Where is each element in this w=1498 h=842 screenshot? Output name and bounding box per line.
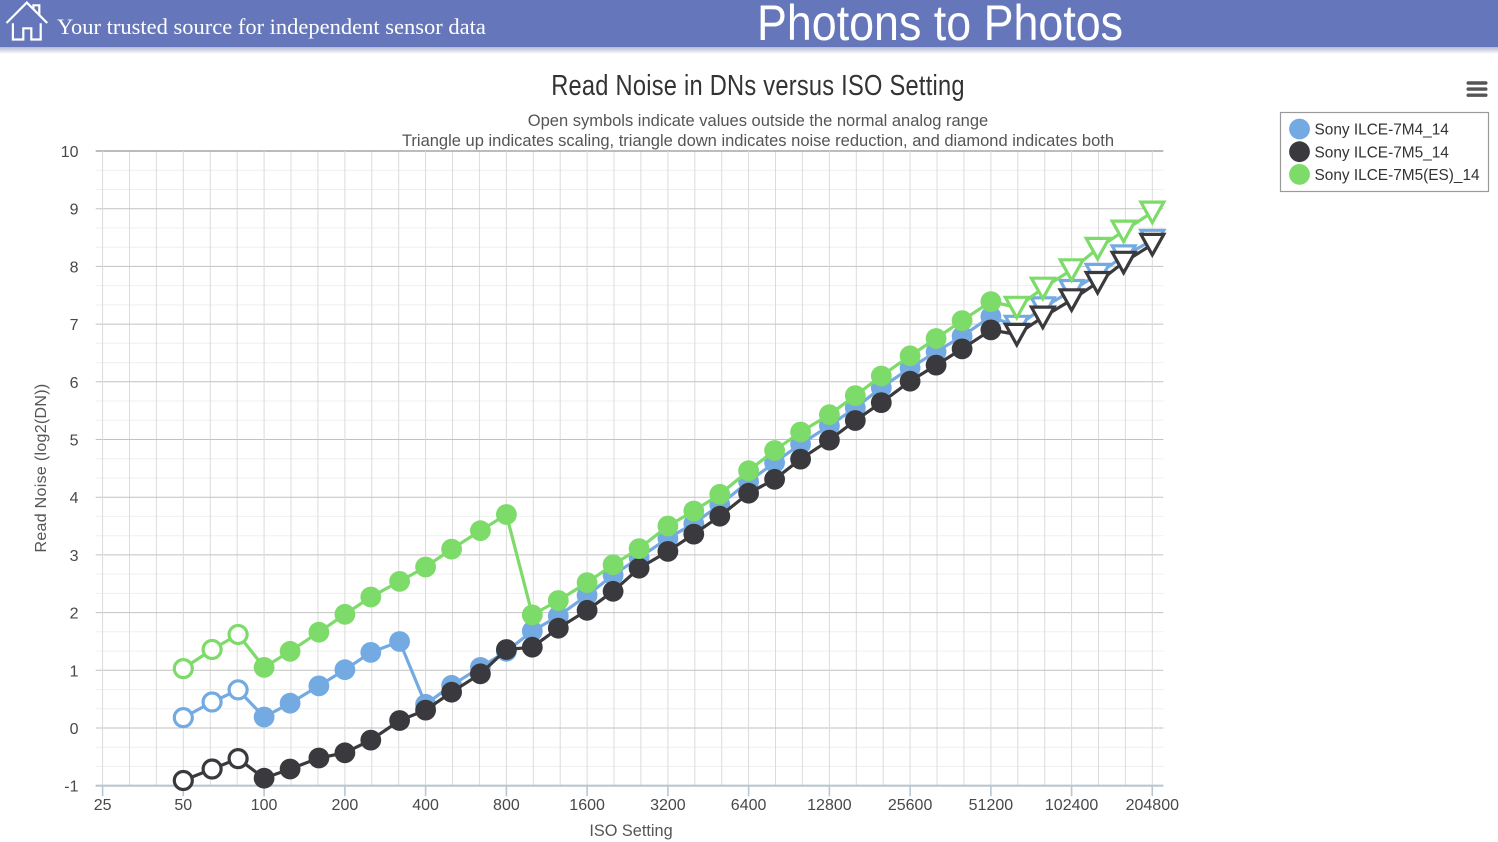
svg-text:25: 25	[94, 797, 112, 814]
svg-text:200: 200	[332, 797, 359, 814]
svg-text:50: 50	[174, 797, 192, 814]
svg-text:7: 7	[70, 317, 79, 334]
svg-text:400: 400	[412, 797, 439, 814]
svg-text:Sony ILCE-7M4_14: Sony ILCE-7M4_14	[1315, 122, 1450, 139]
svg-text:5: 5	[70, 433, 79, 450]
svg-text:Sony ILCE-7M5_14: Sony ILCE-7M5_14	[1315, 144, 1450, 161]
svg-text:Sony ILCE-7M5(ES)_14: Sony ILCE-7M5(ES)_14	[1315, 167, 1481, 184]
svg-text:1: 1	[70, 663, 79, 680]
svg-text:25600: 25600	[888, 797, 933, 814]
svg-text:204800: 204800	[1126, 797, 1179, 814]
svg-text:12800: 12800	[807, 797, 852, 814]
svg-text:800: 800	[493, 797, 520, 814]
svg-text:6: 6	[70, 375, 79, 392]
svg-text:ISO Setting: ISO Setting	[589, 822, 672, 840]
svg-text:6400: 6400	[731, 797, 767, 814]
svg-text:4: 4	[70, 490, 79, 507]
svg-text:Read Noise (log2(DN)): Read Noise (log2(DN))	[33, 383, 50, 552]
svg-text:3200: 3200	[650, 797, 686, 814]
svg-text:8: 8	[70, 259, 79, 276]
svg-text:3: 3	[70, 548, 79, 565]
svg-text:100: 100	[251, 797, 278, 814]
svg-text:Open symbols indicate values o: Open symbols indicate values outside the…	[528, 112, 988, 130]
svg-text:9: 9	[70, 202, 79, 219]
svg-text:102400: 102400	[1045, 797, 1098, 814]
svg-text:Read Noise in DNs versus ISO S: Read Noise in DNs versus ISO Setting	[551, 69, 965, 102]
svg-text:-1: -1	[64, 779, 78, 796]
svg-text:Triangle up indicates scaling,: Triangle up indicates scaling, triangle …	[402, 132, 1114, 150]
svg-text:10: 10	[61, 144, 79, 161]
svg-text:0: 0	[70, 721, 79, 738]
svg-text:2: 2	[70, 606, 79, 623]
svg-text:1600: 1600	[569, 797, 605, 814]
svg-text:51200: 51200	[969, 797, 1014, 814]
